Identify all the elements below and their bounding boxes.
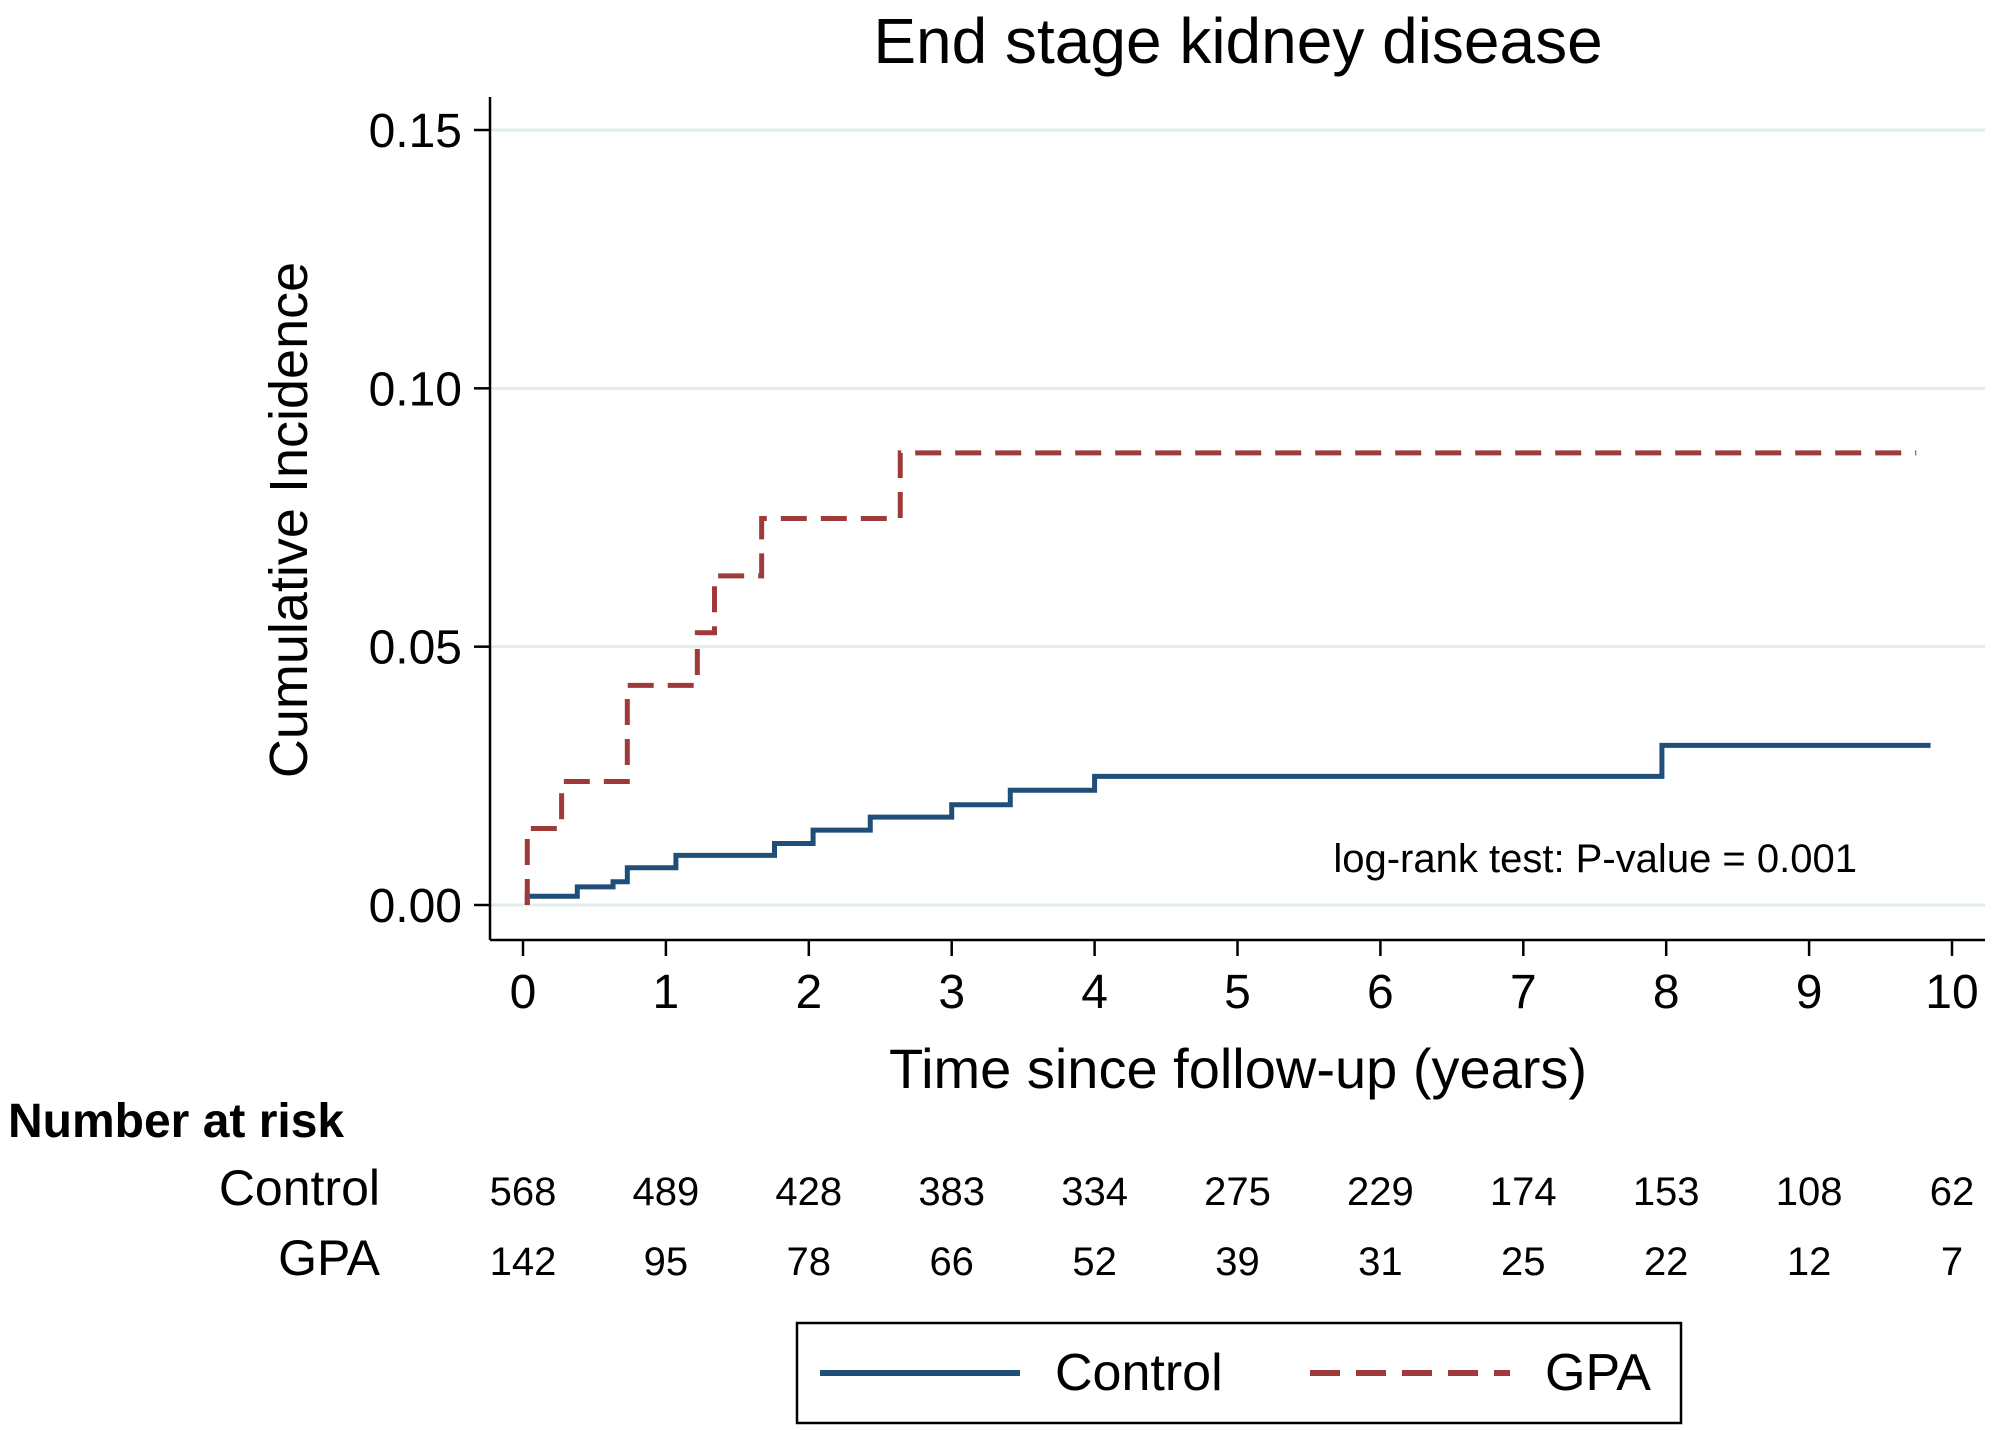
y-tick-label: 0.05 [369, 622, 462, 675]
risk-value: 142 [490, 1240, 557, 1284]
x-tick-label: 1 [653, 966, 680, 1019]
x-tick-label: 8 [1653, 966, 1680, 1019]
risk-value: 12 [1787, 1240, 1832, 1284]
risk-value: 275 [1204, 1170, 1271, 1214]
x-tick-label: 0 [510, 966, 537, 1019]
risk-value: 39 [1215, 1240, 1260, 1284]
series-line-gpa [524, 450, 1917, 905]
risk-table-title: Number at risk [8, 1095, 344, 1148]
x-tick-label: 2 [795, 966, 822, 1019]
risk-value: 568 [490, 1170, 557, 1214]
x-tick-label: 9 [1796, 966, 1823, 1019]
risk-value: 108 [1776, 1170, 1843, 1214]
risk-value: 153 [1633, 1170, 1700, 1214]
x-tick-label: 7 [1510, 966, 1537, 1019]
risk-value: 78 [787, 1240, 832, 1284]
x-tick-label: 4 [1081, 966, 1108, 1019]
y-tick-label: 0.00 [369, 880, 462, 933]
risk-value: 25 [1501, 1240, 1546, 1284]
risk-value: 66 [929, 1240, 974, 1284]
x-tick-label: 5 [1224, 966, 1251, 1019]
x-tick-label: 3 [938, 966, 965, 1019]
risk-value: 7 [1941, 1240, 1963, 1284]
legend-label-gpa: GPA [1545, 1344, 1651, 1402]
x-tick-label: 10 [1925, 966, 1978, 1019]
risk-value: 31 [1358, 1240, 1403, 1284]
risk-value: 229 [1347, 1170, 1414, 1214]
y-tick-label: 0.10 [369, 363, 462, 416]
risk-value: 22 [1644, 1240, 1689, 1284]
risk-value: 334 [1061, 1170, 1128, 1214]
x-tick-label: 6 [1367, 966, 1394, 1019]
legend-label-control: Control [1055, 1344, 1223, 1402]
x-axis-label: Time since follow-up (years) [889, 1037, 1587, 1100]
risk-value: 428 [775, 1170, 842, 1214]
chart-title: End stage kidney disease [873, 5, 1602, 77]
risk-value: 62 [1930, 1170, 1975, 1214]
risk-value: 174 [1490, 1170, 1557, 1214]
series-line-control [524, 742, 1931, 905]
risk-value: 95 [644, 1240, 689, 1284]
risk-value: 52 [1072, 1240, 1117, 1284]
logrank-annotation: log-rank test: P-value = 0.001 [1333, 837, 1857, 881]
y-tick-label: 0.15 [369, 105, 462, 158]
risk-row-label-gpa: GPA [278, 1230, 381, 1286]
risk-row-label-control: Control [219, 1160, 380, 1216]
risk-value: 383 [918, 1170, 985, 1214]
y-axis-label: Cumulative Incidence [259, 262, 319, 778]
risk-value: 489 [633, 1170, 700, 1214]
